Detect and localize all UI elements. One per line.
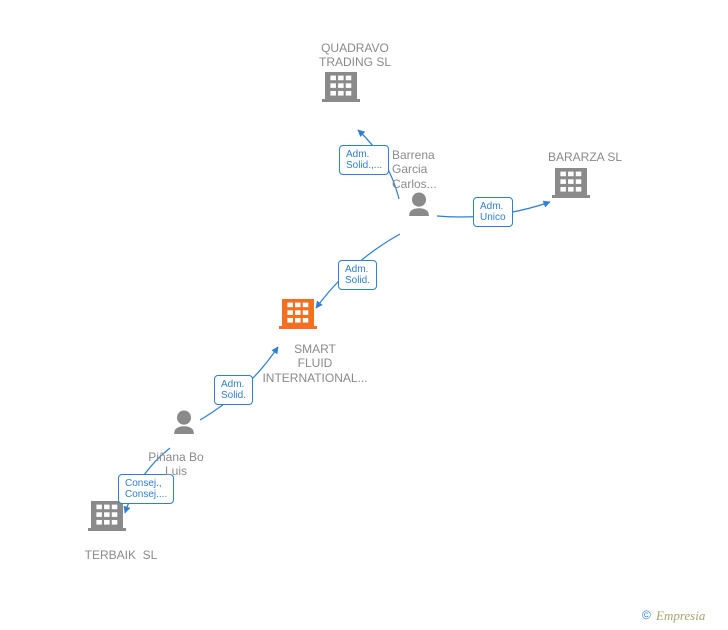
watermark-text: Empresia [656,608,705,624]
node-label-barrena: Barrena Garcia Carlos... [392,148,472,191]
node-label-bararza: BARARZA SL [530,150,640,164]
diagram-canvas: Adm. Solid.,...Adm. UnicoAdm. Solid.Adm.… [0,0,728,630]
node-label-pinana: Piñana Bo Luis [131,450,221,479]
node-label-quadravo: QUADRAVO TRADING SL [300,41,410,70]
copyright-symbol: © [642,608,651,622]
node-label-terbaik: TERBAIK SL [66,548,176,562]
node-label-smart: SMART FLUID INTERNATIONAL... [245,342,385,385]
edge-label-e1: Adm. Solid.,... [339,145,389,175]
edge-label-e3: Adm. Solid. [338,260,377,290]
edge-label-e2: Adm. Unico [473,197,513,227]
